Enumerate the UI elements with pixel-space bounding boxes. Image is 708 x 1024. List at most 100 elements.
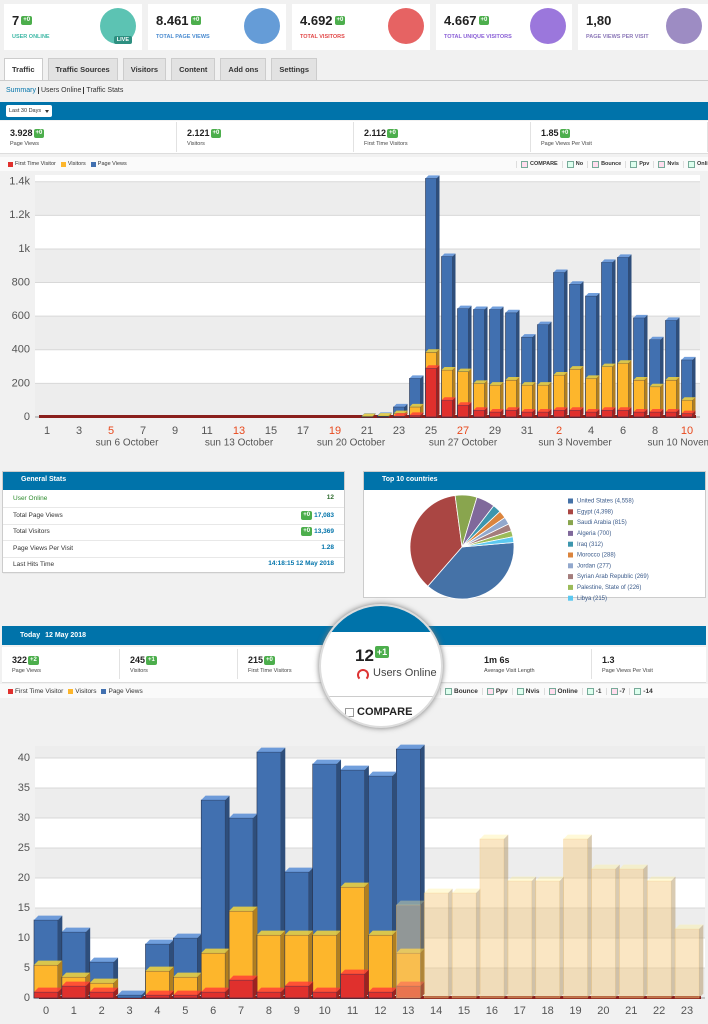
bar-top bbox=[585, 375, 600, 379]
bar bbox=[633, 411, 645, 418]
tab[interactable]: Visitors bbox=[122, 58, 167, 80]
bar bbox=[425, 178, 437, 418]
bar bbox=[505, 379, 517, 418]
bar-top bbox=[489, 382, 504, 386]
x-tick-label: 9 bbox=[294, 1005, 300, 1017]
y-tick-label: 800 bbox=[12, 276, 30, 288]
bar-side bbox=[169, 939, 174, 998]
stats-row: User Online 12 bbox=[3, 491, 344, 508]
x-tick-label: 2 bbox=[99, 1005, 105, 1017]
toolbar-button[interactable]: Nvis bbox=[511, 687, 544, 695]
bar-side bbox=[468, 368, 472, 417]
bar-top bbox=[368, 771, 397, 776]
toolbar-button[interactable]: Online bbox=[543, 687, 582, 695]
toolbar-button[interactable]: Bounce bbox=[587, 160, 625, 168]
card-icon bbox=[244, 8, 280, 44]
bar-side bbox=[628, 254, 632, 417]
bar-side bbox=[452, 366, 456, 417]
stat-value: 2.121 bbox=[187, 128, 210, 138]
x-tick-label: 19 bbox=[569, 1005, 581, 1017]
toolbar-button[interactable]: Bounce bbox=[440, 687, 482, 695]
tab[interactable]: Traffic Sources bbox=[47, 58, 118, 80]
x-tick-label: 15 bbox=[458, 1005, 470, 1017]
bar-side bbox=[336, 759, 342, 998]
tab[interactable]: Content bbox=[171, 58, 216, 80]
card-value-row: 1,80 bbox=[586, 13, 611, 28]
toolbar-button[interactable]: -14 bbox=[629, 687, 656, 695]
tab[interactable]: Add ons bbox=[220, 58, 267, 80]
x-tick-label: 13 bbox=[233, 425, 245, 437]
subnav-link[interactable]: Traffic Stats bbox=[83, 87, 125, 94]
bar bbox=[649, 411, 661, 418]
subnav-link[interactable]: Summary bbox=[6, 87, 36, 94]
plot-background bbox=[35, 746, 705, 998]
bar-side bbox=[436, 365, 440, 417]
stat-value-row: 3.928 +0 bbox=[10, 128, 45, 138]
bar-top bbox=[396, 948, 425, 953]
toolbar-button[interactable]: COMPARE bbox=[345, 706, 412, 718]
bar-top bbox=[649, 336, 664, 340]
bar-side bbox=[559, 876, 564, 998]
button-label: COMPARE bbox=[530, 161, 558, 167]
bar-top bbox=[521, 334, 536, 338]
subnav-link[interactable]: Users Online bbox=[37, 87, 83, 94]
bar bbox=[489, 384, 501, 418]
toolbar-button[interactable]: Online bbox=[682, 160, 708, 168]
y-tick-label: 1.4k bbox=[9, 176, 30, 188]
x-tick-label: 11 bbox=[201, 425, 212, 437]
bar bbox=[633, 317, 645, 418]
stat-value: 2.112 bbox=[364, 128, 387, 138]
toolbar-button[interactable]: -7 bbox=[605, 687, 630, 695]
bar-side bbox=[699, 924, 704, 998]
legend-label: Page Views bbox=[97, 161, 127, 167]
bar-top bbox=[409, 375, 424, 379]
toolbar-button[interactable]: -1 bbox=[581, 687, 606, 695]
x-tick-label: 12 bbox=[374, 1005, 386, 1017]
stat-cell: 2.112 +0 First Time Visitors bbox=[354, 122, 531, 152]
stat-value-row: 1m 6s bbox=[484, 655, 510, 665]
bar bbox=[33, 991, 59, 999]
x-tick-label: 15 bbox=[265, 425, 277, 437]
bar bbox=[173, 937, 198, 999]
bar-side bbox=[420, 981, 425, 998]
button-icon bbox=[516, 687, 524, 695]
bar-side bbox=[628, 360, 632, 417]
bar-side bbox=[388, 413, 392, 417]
bar bbox=[617, 362, 629, 418]
bar-side bbox=[169, 990, 174, 998]
bar-side bbox=[420, 403, 424, 417]
stat-label: Page Views bbox=[12, 668, 41, 674]
tab[interactable]: Traffic bbox=[4, 58, 43, 80]
bar-side bbox=[476, 888, 481, 998]
toolbar-button[interactable]: Ppv bbox=[481, 687, 512, 695]
bar bbox=[117, 994, 142, 999]
bar-top bbox=[537, 321, 552, 325]
x-tick-label: 23 bbox=[393, 425, 405, 437]
bar bbox=[228, 817, 254, 999]
stat-label: Average Visit Length bbox=[484, 668, 535, 674]
bar-top bbox=[34, 915, 63, 920]
bar-top bbox=[368, 987, 397, 992]
bar-top bbox=[537, 408, 552, 412]
tab[interactable]: Settings bbox=[271, 58, 318, 80]
stat-value: 1.3 bbox=[602, 655, 615, 665]
today-date: 12 May 2018 bbox=[45, 632, 86, 639]
bar-side bbox=[612, 407, 616, 417]
bar bbox=[368, 991, 393, 999]
x-tick-label: 5 bbox=[108, 425, 114, 437]
y-tick-label: 35 bbox=[18, 782, 30, 794]
bar-side bbox=[564, 371, 568, 417]
bar bbox=[284, 985, 310, 999]
toolbar-button[interactable]: COMPARE bbox=[516, 160, 562, 168]
bar-top bbox=[489, 408, 504, 412]
card-value: 4.667 bbox=[444, 13, 477, 28]
bar-side bbox=[404, 403, 408, 417]
toolbar-button[interactable]: No bbox=[561, 160, 587, 168]
bar-side bbox=[644, 314, 648, 417]
button-icon bbox=[445, 687, 452, 695]
toolbar-button[interactable]: Ppv bbox=[625, 160, 653, 168]
button-label: -14 bbox=[643, 687, 653, 695]
x-tick-label: 6 bbox=[620, 425, 626, 437]
range-select[interactable]: Last 30 Days bbox=[6, 105, 52, 117]
toolbar-button[interactable]: Nvis bbox=[653, 160, 683, 168]
